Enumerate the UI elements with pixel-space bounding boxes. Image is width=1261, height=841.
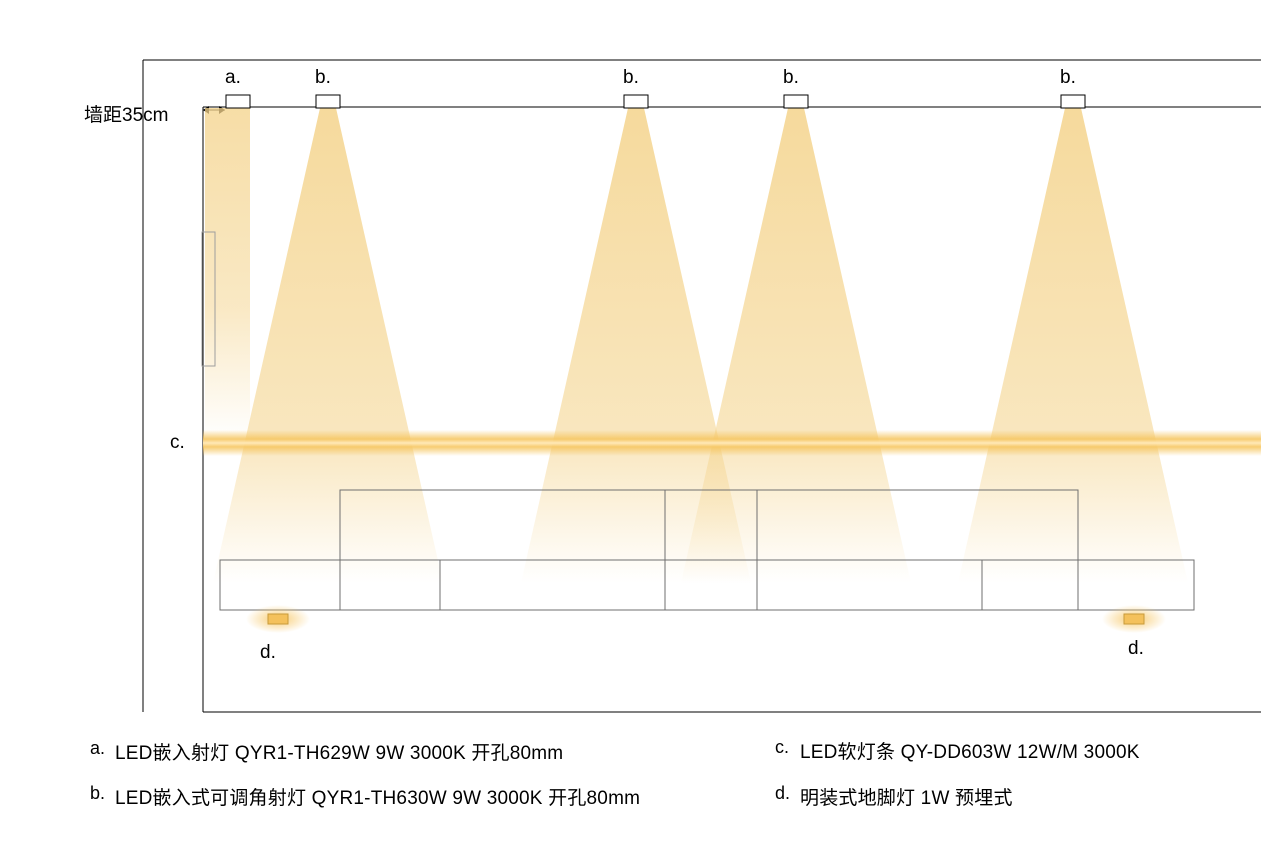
sofa-seat	[440, 560, 665, 610]
label-c: c.	[170, 432, 185, 454]
wall-wash-beam	[205, 108, 250, 440]
fixture-label: a.	[225, 67, 241, 89]
legend-tag: a.	[90, 738, 105, 759]
label-d: d.	[1128, 638, 1144, 660]
legend-text: LED嵌入射灯 QYR1-TH629W 9W 3000K 开孔80mm	[115, 738, 563, 765]
legend-tag: d.	[775, 783, 790, 804]
foot-light	[1124, 614, 1144, 624]
fixture-label: b.	[783, 67, 799, 89]
fixture-label: b.	[623, 67, 639, 89]
fixture-label: b.	[315, 67, 331, 89]
sofa-back	[340, 490, 1078, 560]
fixture-box	[316, 95, 340, 108]
led-strip	[203, 430, 1261, 456]
sofa-arm-left	[220, 560, 340, 610]
legend-tag: c.	[775, 737, 789, 758]
legend-tag: b.	[90, 783, 105, 804]
diagram-svg	[0, 0, 1261, 841]
foot-light	[268, 614, 288, 624]
wall-distance-label: 墙距35cm	[84, 100, 168, 127]
fixture-box	[624, 95, 648, 108]
sofa-seat	[340, 560, 440, 610]
legend-text: LED软灯条 QY-DD603W 12W/M 3000K	[800, 737, 1140, 764]
fixture-label: b.	[1060, 67, 1076, 89]
diagram-root: 墙距35cm c. a. b. b. b. b. d. d. a. LED嵌入射灯 QYR1-TH6…	[0, 0, 1261, 841]
fixture-box	[784, 95, 808, 108]
sofa-seat	[757, 560, 982, 610]
legend-text: LED嵌入式可调角射灯 QYR1-TH630W 9W 3000K 开孔80mm	[115, 783, 640, 810]
legend-text: 明装式地脚灯 1W 预埋式	[800, 783, 1013, 810]
sofa-seat	[982, 560, 1078, 610]
fixture-box	[226, 95, 250, 108]
fixture-box	[1061, 95, 1085, 108]
sofa-seat	[665, 560, 757, 610]
label-d: d.	[260, 642, 276, 664]
sofa-arm-right	[1078, 560, 1194, 610]
